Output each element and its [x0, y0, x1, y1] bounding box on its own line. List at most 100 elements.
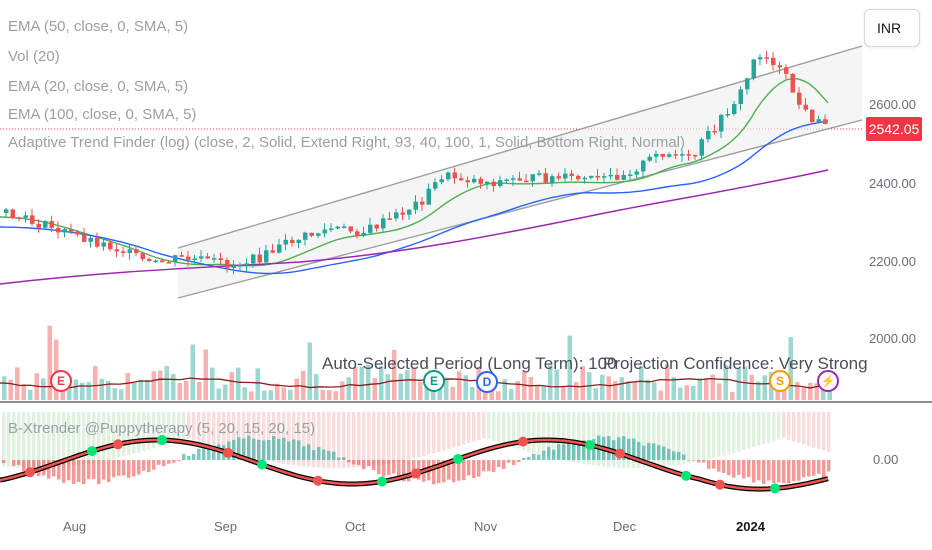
volume-bar [99, 378, 104, 400]
osc-long-bar [262, 412, 266, 460]
earnings-badge-1[interactable]: E [50, 370, 72, 392]
candle-body [706, 130, 711, 140]
osc-long-bar [592, 412, 596, 466]
volume-bar [684, 385, 689, 400]
osc-short-bar [317, 446, 321, 460]
osc-long-bar [537, 412, 541, 455]
oscillator-title[interactable]: B-Xtrender @Puppytherapy (5, 20, 15, 20,… [8, 420, 316, 437]
trend-channel-lower [177, 119, 863, 299]
osc-long-bar [687, 412, 691, 464]
osc-short-bar [442, 460, 446, 483]
volume-bar [398, 373, 403, 400]
osc-long-bar [307, 412, 311, 467]
candle-body [140, 253, 145, 260]
osc-long-bar [287, 412, 291, 465]
osc-long-bar [157, 412, 161, 447]
candle-body [686, 154, 691, 156]
volume-bar [496, 391, 501, 400]
time-axis-label: Aug [63, 519, 87, 534]
time-axis-label: Nov [474, 519, 498, 534]
candle-body [322, 229, 327, 234]
osc-short-bar [712, 460, 716, 469]
osc-short-bar [12, 460, 16, 466]
volume-bar [190, 344, 195, 400]
osc-long-bar [177, 412, 181, 441]
osc-signal-dot [223, 447, 233, 458]
osc-long-bar [147, 412, 151, 450]
legend-ema50[interactable]: EMA (50, close, 0, SMA, 5) [8, 18, 189, 35]
osc-signal-dot [453, 454, 463, 465]
osc-signal-dot [25, 467, 35, 478]
legend-ema100[interactable]: EMA (100, close, 0, SMA, 5) [8, 106, 197, 123]
volume-bar [470, 387, 475, 400]
volume-bar [652, 382, 657, 400]
candle-body [524, 180, 529, 183]
osc-short-bar [827, 460, 831, 472]
osc-short-bar [192, 453, 196, 460]
candle-body [504, 179, 509, 182]
osc-short-bar [517, 460, 521, 463]
osc-short-bar [462, 460, 466, 481]
osc-short-bar [402, 460, 406, 482]
osc-long-bar [102, 412, 106, 461]
osc-long-bar [782, 412, 786, 439]
volume-bar [574, 382, 579, 400]
event-bolt-badge[interactable]: ⚡ [817, 370, 839, 392]
candle-body [225, 260, 230, 268]
candle-body [43, 221, 48, 228]
candle-body [517, 178, 522, 181]
volume-bar [509, 389, 514, 400]
osc-short-bar [297, 440, 301, 460]
volume-bar [411, 367, 416, 400]
osc-long-bar [667, 412, 671, 467]
volume-bar [229, 372, 234, 400]
legend-adaptive-trend[interactable]: Adaptive Trend Finder (log) (close, 2, S… [8, 134, 685, 151]
osc-long-bar [97, 412, 101, 462]
candle-body [309, 232, 314, 236]
osc-short-bar [627, 438, 631, 460]
currency-button[interactable]: INR [864, 9, 920, 47]
earnings-badge-2[interactable]: E [423, 370, 445, 392]
osc-long-bar [182, 412, 186, 439]
osc-short-bar [157, 460, 161, 465]
candle-body [49, 221, 54, 228]
split-badge[interactable]: S [769, 370, 791, 392]
osc-short-bar [357, 460, 361, 465]
osc-long-bar [657, 412, 661, 467]
osc-long-bar [582, 412, 586, 464]
osc-long-bar [742, 412, 746, 451]
volume-bar [119, 389, 124, 400]
dividend-badge[interactable]: D [476, 371, 498, 393]
osc-long-bar [372, 412, 376, 466]
oscillator-zero-label: 0.00 [873, 452, 899, 467]
osc-long-bar [822, 412, 826, 451]
osc-long-bar [692, 412, 696, 463]
osc-long-bar [352, 412, 356, 468]
osc-long-bar [567, 412, 571, 462]
osc-long-bar [712, 412, 716, 459]
candle-body [316, 233, 321, 236]
osc-long-bar [492, 412, 496, 441]
osc-short-bar [727, 460, 731, 476]
osc-signal-dot [113, 439, 123, 450]
osc-long-bar [767, 412, 771, 443]
candle-body [602, 176, 607, 178]
candle-body [810, 109, 815, 123]
volume-bar [346, 377, 351, 400]
volume-bar [21, 384, 26, 400]
volume-bar [567, 335, 572, 400]
candle-body [10, 209, 15, 218]
osc-long-bar [557, 412, 561, 460]
candle-body [205, 256, 210, 259]
osc-long-bar [57, 412, 61, 468]
osc-long-bar [62, 412, 66, 467]
candle-body [589, 175, 594, 178]
legend-ema20[interactable]: EMA (20, close, 0, SMA, 5) [8, 78, 189, 95]
candle-body [75, 231, 80, 235]
osc-long-bar [432, 412, 436, 454]
legend-vol[interactable]: Vol (20) [8, 48, 60, 65]
osc-short-bar [467, 460, 471, 476]
osc-short-bar [702, 460, 706, 463]
osc-short-bar [742, 460, 746, 479]
